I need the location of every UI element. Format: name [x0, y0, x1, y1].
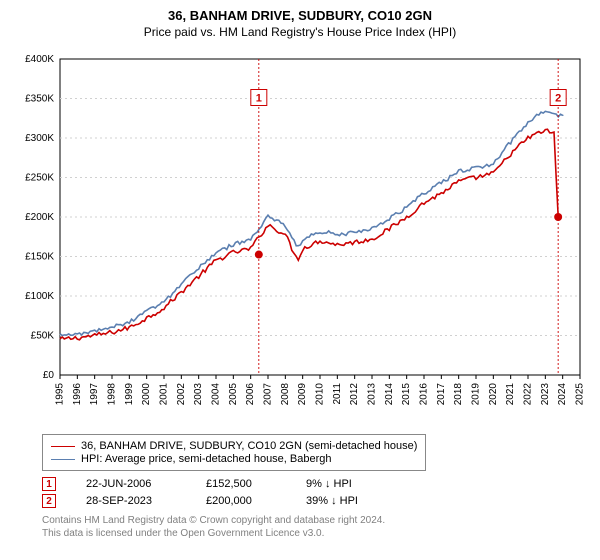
svg-text:2012: 2012: [349, 383, 360, 406]
svg-text:1998: 1998: [107, 383, 118, 406]
legend-row-price-paid: 36, BANHAM DRIVE, SUDBURY, CO10 2GN (sem…: [51, 440, 417, 452]
sale-dot-2: [554, 213, 562, 221]
title-block: 36, BANHAM DRIVE, SUDBURY, CO10 2GN Pric…: [12, 8, 588, 39]
legend-row-hpi: HPI: Average price, semi-detached house,…: [51, 453, 417, 465]
line-chart: £0 £50K £100K £150K £200K £250K £300K £350K £400…: [12, 45, 588, 425]
sale-annotations: 1 22-JUN-2006 £152,500 9% ↓ HPI 2 28-SEP…: [42, 477, 588, 508]
svg-text:2016: 2016: [419, 383, 430, 406]
sale-marker-2: 2: [42, 494, 56, 508]
legend-swatch-price-paid: [51, 446, 75, 447]
svg-text:2006: 2006: [245, 383, 256, 406]
svg-text:£0: £0: [43, 370, 55, 381]
svg-text:2025: 2025: [575, 383, 586, 406]
svg-text:2020: 2020: [488, 383, 499, 406]
sale-marker-1: 1: [42, 477, 56, 491]
svg-text:2015: 2015: [401, 383, 412, 406]
chart-title-address: 36, BANHAM DRIVE, SUDBURY, CO10 2GN: [12, 8, 588, 23]
sale-date-2: 28-SEP-2023: [86, 495, 176, 507]
sale-box-label-2: 2: [555, 93, 561, 105]
legend-label-hpi: HPI: Average price, semi-detached house,…: [81, 453, 332, 465]
svg-text:2022: 2022: [523, 383, 534, 406]
svg-text:2009: 2009: [297, 383, 308, 406]
svg-text:2013: 2013: [367, 383, 378, 406]
svg-text:2011: 2011: [332, 383, 343, 405]
svg-text:£200K: £200K: [25, 212, 54, 223]
svg-text:2001: 2001: [159, 383, 170, 406]
svg-text:1995: 1995: [55, 383, 66, 406]
legend-box: 36, BANHAM DRIVE, SUDBURY, CO10 2GN (sem…: [42, 434, 426, 471]
svg-text:2023: 2023: [540, 383, 551, 406]
svg-text:2003: 2003: [193, 383, 204, 406]
svg-text:2018: 2018: [453, 383, 464, 406]
svg-text:2010: 2010: [315, 383, 326, 406]
svg-text:1996: 1996: [72, 383, 83, 406]
footer-line-1: Contains HM Land Registry data © Crown c…: [42, 514, 588, 527]
svg-text:2002: 2002: [176, 383, 187, 406]
sale-dot-1: [255, 251, 263, 259]
svg-text:2005: 2005: [228, 383, 239, 406]
svg-text:2021: 2021: [505, 383, 516, 406]
svg-text:£350K: £350K: [25, 94, 54, 105]
chart-title-sub: Price paid vs. HM Land Registry's House …: [12, 25, 588, 39]
svg-text:2007: 2007: [263, 383, 274, 406]
svg-text:2019: 2019: [471, 383, 482, 406]
sale-row-1: 1 22-JUN-2006 £152,500 9% ↓ HPI: [42, 477, 588, 491]
svg-text:£400K: £400K: [25, 54, 54, 65]
svg-text:£300K: £300K: [25, 133, 54, 144]
svg-text:£250K: £250K: [25, 173, 54, 184]
legend-label-price-paid: 36, BANHAM DRIVE, SUDBURY, CO10 2GN (sem…: [81, 440, 417, 452]
sale-price-2: £200,000: [206, 495, 276, 507]
sale-box-label-1: 1: [256, 93, 262, 105]
svg-text:1997: 1997: [89, 383, 100, 406]
svg-text:2004: 2004: [211, 383, 222, 406]
svg-text:2008: 2008: [280, 383, 291, 406]
svg-text:2017: 2017: [436, 383, 447, 406]
svg-text:£100K: £100K: [25, 291, 54, 302]
svg-text:1999: 1999: [124, 383, 135, 406]
sale-rel-1: 9% ↓ HPI: [306, 478, 396, 490]
svg-text:2014: 2014: [384, 383, 395, 406]
sale-rel-2: 39% ↓ HPI: [306, 495, 396, 507]
svg-text:£150K: £150K: [25, 252, 54, 263]
legend: 36, BANHAM DRIVE, SUDBURY, CO10 2GN (sem…: [42, 434, 588, 471]
chart-container: 36, BANHAM DRIVE, SUDBURY, CO10 2GN Pric…: [0, 0, 600, 560]
sale-price-1: £152,500: [206, 478, 276, 490]
svg-text:£50K: £50K: [31, 331, 55, 342]
footer: Contains HM Land Registry data © Crown c…: [42, 514, 588, 540]
sale-date-1: 22-JUN-2006: [86, 478, 176, 490]
svg-text:2024: 2024: [557, 383, 568, 406]
footer-line-2: This data is licensed under the Open Gov…: [42, 527, 588, 540]
sale-row-2: 2 28-SEP-2023 £200,000 39% ↓ HPI: [42, 494, 588, 508]
legend-swatch-hpi: [51, 459, 75, 460]
svg-text:2000: 2000: [141, 383, 152, 406]
